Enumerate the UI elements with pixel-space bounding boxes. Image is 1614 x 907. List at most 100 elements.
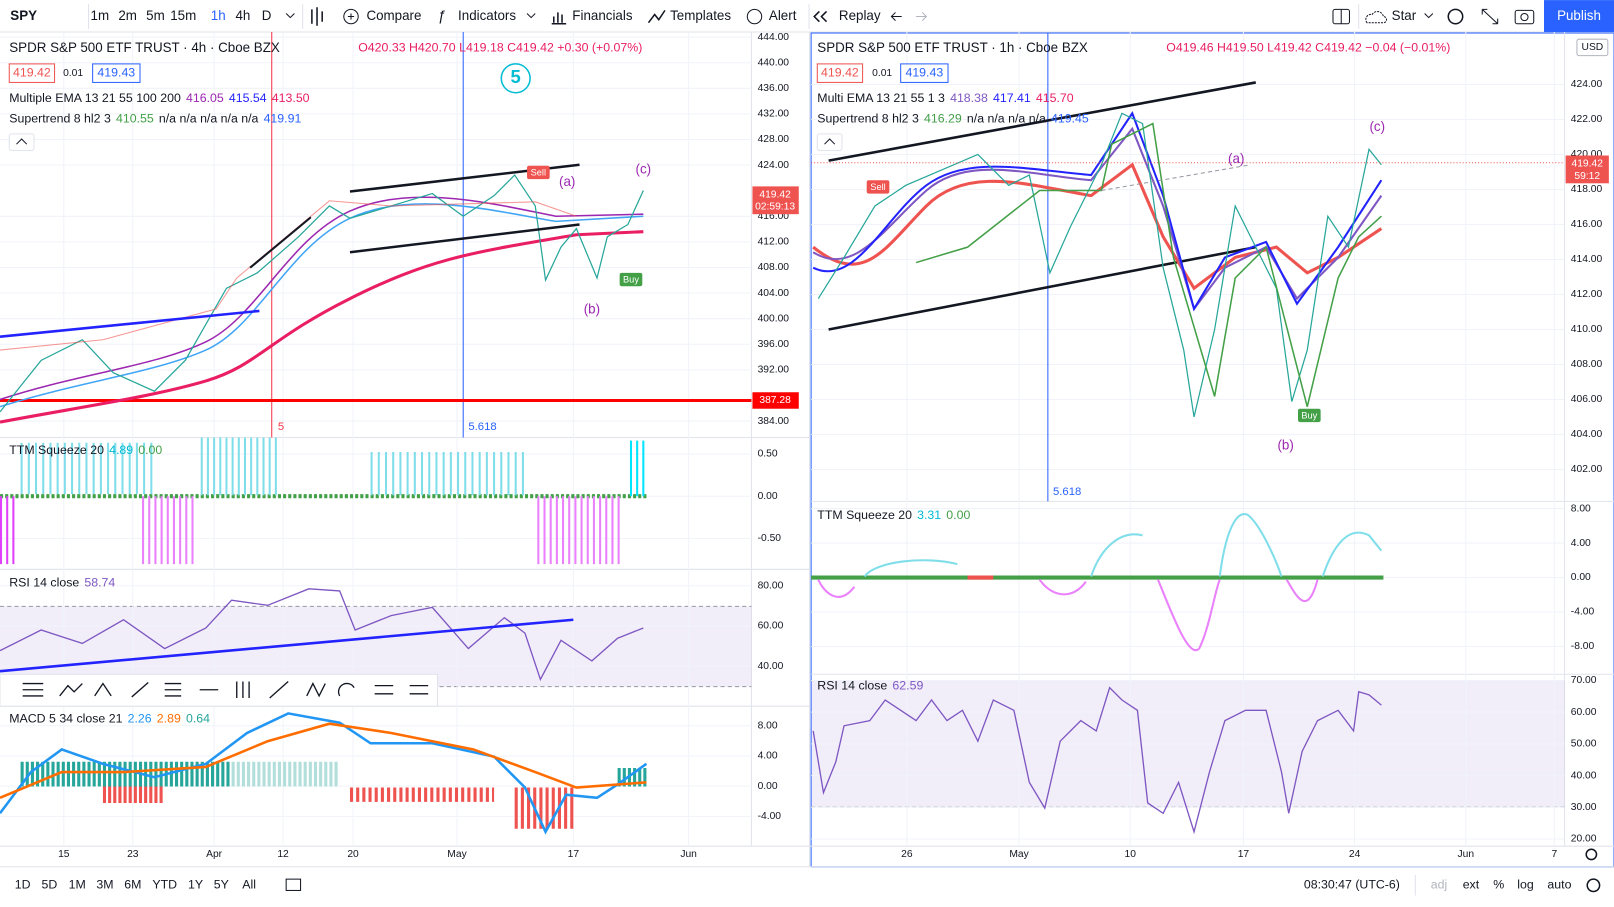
price-tick-label: 0.00 [758,491,778,502]
indicator-value: 2.89 [157,712,181,726]
interval-button[interactable]: 2m [118,8,137,23]
indicators-dropdown[interactable] [526,13,536,19]
range-button[interactable]: YTD [152,878,177,892]
indicator-value: 416.05 [186,91,224,105]
range-button[interactable]: 6M [124,878,141,892]
indicator-value: 413.50 [272,91,310,105]
indicator-legend: TTM Squeeze 20 4.89 0.00 [9,443,162,457]
ask[interactable]: 419.43 [905,65,943,79]
redo-button[interactable] [916,12,928,22]
indicator-legend: RSI 14 close 58.74 [9,576,115,590]
last-price-tag [752,186,799,215]
interval-button[interactable]: D [262,8,272,23]
level-tag [752,392,799,409]
publish-button[interactable]: Publish [1557,8,1601,23]
collapse-button[interactable] [8,133,35,151]
ema-line [812,162,1383,291]
alert-button[interactable]: Alert [769,8,797,23]
price-tick-label: 414.00 [1571,254,1603,265]
signal-line [0,722,647,800]
currency-box[interactable] [1576,38,1609,57]
scale-option[interactable]: ext [1463,878,1480,892]
interval-button[interactable]: 1m [91,8,110,23]
layout-name[interactable]: Star [1392,8,1417,23]
time-tick-label: 10 [1124,849,1136,860]
interval-button[interactable]: 1h [211,8,226,23]
channel-line [349,223,580,254]
bid-box[interactable] [816,63,864,83]
level: 387.28 [759,395,791,406]
range-button[interactable]: 3M [96,878,113,892]
ema-line [0,196,644,401]
countdown: 59:12 [1574,171,1600,182]
price-tick-label: 8.00 [1571,503,1591,514]
indicators-button[interactable]: Indicators [458,8,516,23]
time-tick-label: 23 [127,849,139,860]
wave-label: (b) [584,301,600,316]
price-line [817,112,1382,418]
settings-button[interactable] [1447,8,1464,25]
indicator-legends: Multiple EMA 13 21 55 100 200 416.05 415.5… [9,91,1089,726]
interval-button[interactable]: 4h [235,8,250,23]
bid-box[interactable] [8,63,56,83]
bid[interactable]: 419.42 [13,65,51,79]
scale-option[interactable]: adj [1431,878,1447,892]
range-button[interactable]: All [242,878,256,892]
time-tick-label: May [447,849,467,860]
time-tick-label: 24 [1349,849,1361,860]
price-tick-label: 436.00 [758,83,790,94]
range-button[interactable]: 5Y [214,878,229,892]
ema-line [0,203,644,408]
scale-settings[interactable] [1585,848,1598,861]
price-tick-label: 410.00 [1571,324,1603,335]
interval-button[interactable]: 5m [146,8,165,23]
scale-option[interactable]: log [1517,878,1534,892]
range-button[interactable]: 5D [42,878,58,892]
scale-option[interactable]: % [1493,878,1504,892]
replay-button[interactable]: Replay [839,8,881,23]
chart-type-icon[interactable] [311,7,323,26]
layout-dropdown[interactable] [1424,13,1434,19]
fullscreen-button[interactable] [1481,8,1499,25]
templates-button[interactable]: Templates [670,8,731,23]
price-tick-label: 30.00 [1571,802,1597,813]
financials-button[interactable]: Financials [572,8,633,23]
range-button[interactable]: 1Y [188,878,203,892]
interval-button[interactable]: 15m [170,8,196,23]
scale-option[interactable]: auto [1547,878,1571,892]
date-range-button[interactable] [285,878,302,891]
price-tick-label: 422.00 [1571,114,1603,125]
indicator-name: RSI 14 close [817,679,887,693]
compare-button[interactable]: Compare [366,8,421,23]
price-tick-label: 50.00 [1571,739,1597,750]
interval-dropdown[interactable] [285,13,295,19]
time-tick-label: 7 [1551,849,1557,860]
compare-icon [347,13,355,20]
currency[interactable]: USD [1582,42,1604,53]
wave-label: 5 [511,66,521,87]
ask-box[interactable] [92,63,141,83]
price-tick-label: 432.00 [758,109,790,120]
indicator-value: 0.00 [946,508,970,522]
collapse-button[interactable] [816,133,843,151]
range-button[interactable]: 1D [15,878,31,892]
bid[interactable]: 419.42 [821,65,859,79]
ask-box[interactable] [900,63,949,83]
price-tick-label: -4.00 [1571,607,1595,618]
signal-box [619,272,643,287]
symbol[interactable]: SPY [10,8,37,23]
last-price: 419.42 [759,189,791,200]
range-button[interactable]: 1M [69,878,86,892]
time-tick-label: 17 [1238,849,1250,860]
macd-line [0,712,648,835]
price-tick-label: 80.00 [758,580,784,591]
price-tick-label: 384.00 [758,416,790,427]
compare-icon[interactable] [343,8,359,25]
undo-button[interactable] [890,12,902,22]
drawing-tools[interactable] [22,680,429,699]
snapshot-button[interactable] [1514,9,1535,25]
settings-button[interactable] [1586,878,1601,893]
ask[interactable]: 419.43 [97,65,135,79]
cloud-icon [1365,11,1387,24]
publish-button-bg[interactable] [1544,0,1614,32]
